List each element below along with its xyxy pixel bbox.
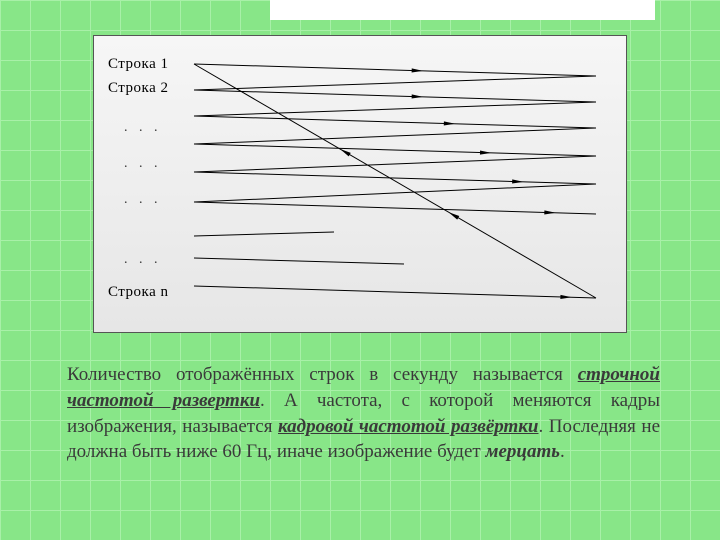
term-frame-frequency: кадровой частотой развёртки xyxy=(278,416,539,437)
dots-3: . . . xyxy=(124,192,162,208)
para-text-4: . xyxy=(560,441,565,462)
description-paragraph: Количество отображённых строк в секунду … xyxy=(67,362,660,465)
label-row-1: Строка 1 xyxy=(108,56,169,73)
label-row-n: Строка n xyxy=(108,284,169,301)
dots-2: . . . xyxy=(124,156,162,172)
dots-1: . . . xyxy=(124,120,162,136)
label-row-2: Строка 2 xyxy=(108,80,169,97)
para-text-1: Количество отображённых строк в секунду … xyxy=(67,364,578,385)
term-flicker: мерцать xyxy=(485,441,559,462)
top-white-strip xyxy=(270,0,655,20)
raster-scan-diagram: Строка 1 Строка 2 . . . . . . . . . . . … xyxy=(93,35,627,333)
scan-lines-svg xyxy=(94,36,628,334)
dots-4: . . . xyxy=(124,252,162,268)
